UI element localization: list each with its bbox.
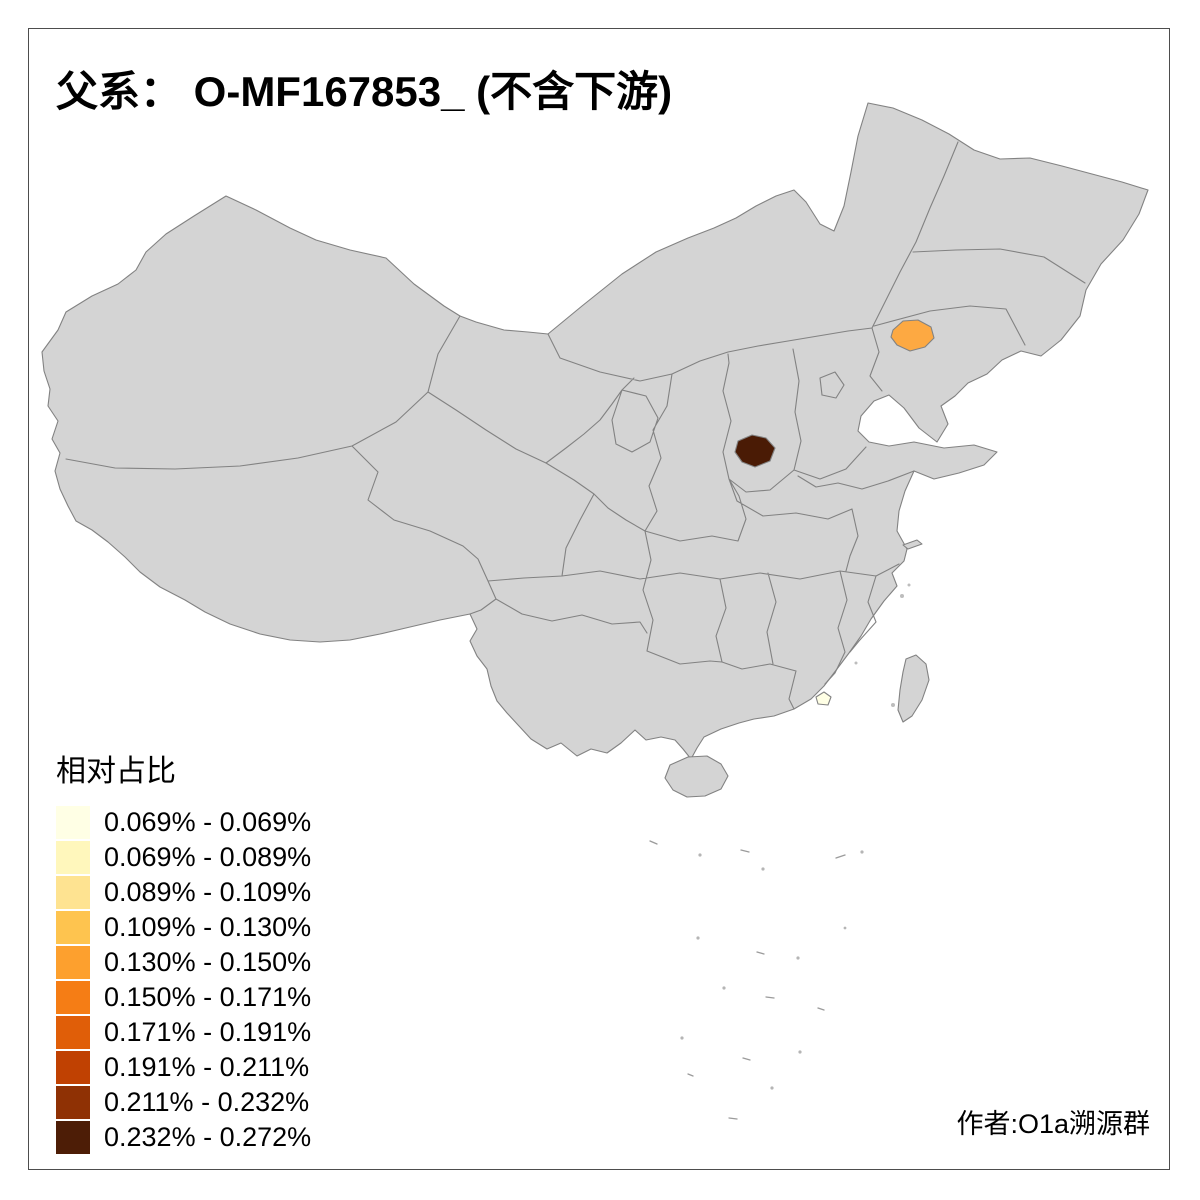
author-credit: 作者:O1a溯源群 <box>956 1109 1150 1139</box>
legend-swatch <box>56 876 90 909</box>
legend-item: 0.191% - 0.211% <box>56 1051 311 1084</box>
legend-label: 0.069% - 0.089% <box>104 842 312 872</box>
taiwan-island <box>897 654 930 723</box>
legend-swatch <box>56 1051 90 1084</box>
province-borders <box>65 141 1086 710</box>
coastal-islets <box>854 583 911 707</box>
legend-item: 0.171% - 0.191% <box>56 1016 311 1049</box>
legend-label: 0.130% - 0.150% <box>104 947 312 977</box>
legend-swatch <box>56 1016 90 1049</box>
legend-swatch <box>56 981 90 1014</box>
legend-label: 0.232% - 0.272% <box>104 1122 312 1152</box>
legend-swatch <box>56 1121 90 1154</box>
yangtze-mouth-island <box>902 539 923 550</box>
legend-items: 0.069% - 0.069% 0.069% - 0.089% 0.089% - 0… <box>56 806 311 1154</box>
legend-label: 0.069% - 0.069% <box>104 807 312 837</box>
hainan-island <box>664 755 729 798</box>
legend-item: 0.069% - 0.069% <box>56 806 311 839</box>
legend-item: 0.150% - 0.171% <box>56 981 311 1014</box>
legend: 相对占比 0.069% - 0.069% 0.069% - 0.089% 0.089… <box>56 746 311 1156</box>
legend-swatch <box>56 806 90 839</box>
south-china-sea-islands <box>649 840 864 1120</box>
legend-label: 0.191% - 0.211% <box>104 1052 310 1082</box>
highlighted-region-southeast-coast <box>815 691 832 706</box>
legend-label: 0.109% - 0.130% <box>104 912 312 942</box>
legend-label: 0.171% - 0.191% <box>104 1017 312 1047</box>
legend-label: 0.150% - 0.171% <box>104 982 312 1012</box>
legend-item: 0.069% - 0.089% <box>56 841 311 874</box>
legend-swatch <box>56 1086 90 1119</box>
legend-item: 0.089% - 0.109% <box>56 876 311 909</box>
legend-swatch <box>56 946 90 979</box>
legend-swatch <box>56 841 90 874</box>
legend-item: 0.211% - 0.232% <box>56 1086 311 1119</box>
highlighted-region-northeast <box>890 319 935 352</box>
page-title: 父系： O-MF167853_ (不含下游) <box>56 68 673 115</box>
legend-swatch <box>56 911 90 944</box>
legend-label: 0.089% - 0.109% <box>104 877 312 907</box>
legend-item: 0.232% - 0.272% <box>56 1121 311 1154</box>
china-mainland <box>41 102 1149 760</box>
legend-item: 0.130% - 0.150% <box>56 946 311 979</box>
highlighted-region-north-central <box>734 434 776 468</box>
legend-item: 0.109% - 0.130% <box>56 911 311 944</box>
legend-title: 相对占比 <box>56 755 176 788</box>
legend-label: 0.211% - 0.232% <box>104 1087 310 1117</box>
